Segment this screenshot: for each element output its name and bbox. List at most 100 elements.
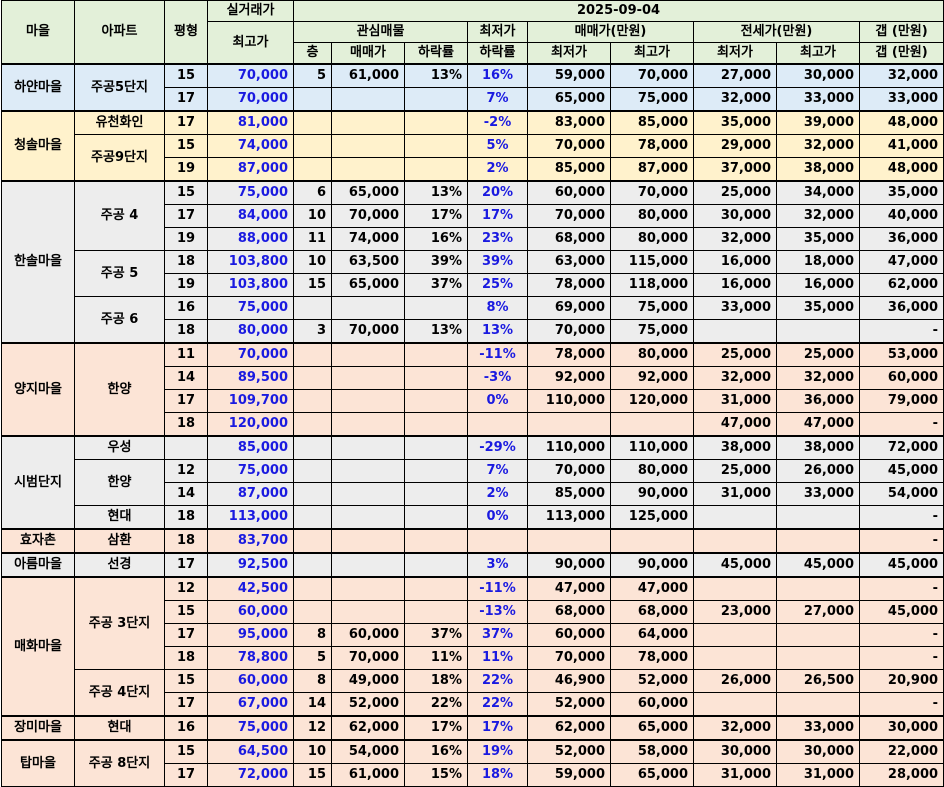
- cell-floor: [293, 157, 332, 182]
- cell-jeonse-min: [693, 692, 777, 717]
- header-gap: 갭 (만원): [858, 21, 944, 43]
- cell-drop-rate: 16%: [404, 227, 468, 251]
- cell-jeonse-max: 25,000: [776, 342, 860, 367]
- cell-floor: 15: [293, 763, 332, 787]
- cell-sale-max: 115,000: [610, 250, 694, 274]
- cell-actual-top: 78,800: [207, 646, 294, 670]
- cell-sale-min: 110,000: [527, 435, 611, 460]
- cell-sale-price: 54,000: [331, 739, 405, 764]
- cell-jeonse-min: 38,000: [693, 435, 777, 460]
- cell-pyeong: 19: [164, 273, 208, 297]
- cell-floor: [293, 552, 332, 578]
- table-row: 19 87,000 2% 85,000 87,000 37,000 38,000 48,000: [2, 157, 944, 182]
- table-row: 효자촌 삼환 18 83,700 -: [1, 528, 944, 554]
- cell-jeonse-max: 33,000: [776, 87, 860, 112]
- cell-lowest-drop: 17%: [467, 715, 528, 741]
- cell-apartment: 주공 3단지: [74, 576, 165, 670]
- table-row: 장미마을 현대 16 75,000 12 62,000 17% 17% 62,000 65,000…: [1, 715, 944, 741]
- header-sale-range: 매매가(만원): [527, 21, 694, 43]
- cell-drop-rate: 13%: [404, 63, 468, 88]
- cell-floor: 10: [293, 204, 332, 228]
- cell-sale-max: 52,000: [610, 669, 694, 693]
- cell-sale-price: [331, 459, 405, 483]
- cell-lowest-drop: 2%: [467, 482, 528, 506]
- cell-pyeong: 14: [164, 366, 208, 390]
- cell-apartment: 유천화인: [74, 110, 165, 135]
- cell-floor: [293, 459, 332, 483]
- cell-drop-rate: 37%: [404, 273, 468, 297]
- header-actual-sub: 최고가: [207, 21, 294, 65]
- table-row: 하얀마을 주공5단지 15 70,000 5 61,000 13% 16% 59,000 70,0…: [1, 63, 944, 112]
- cell-floor: [293, 366, 332, 390]
- header-gap-sub: 갭 (만원): [858, 42, 944, 65]
- cell-sale-max: 75,000: [610, 319, 694, 344]
- cell-gap: 36,000: [858, 296, 944, 320]
- cell-jeonse-max: 38,000: [776, 157, 860, 182]
- cell-pyeong: 15: [164, 134, 208, 158]
- cell-apartment: 현대: [74, 715, 165, 741]
- cell-gap: -: [858, 646, 944, 670]
- cell-actual-top: 64,500: [207, 739, 294, 764]
- cell-sale-min: 70,000: [527, 459, 611, 483]
- cell-sale-price: [331, 600, 405, 624]
- cell-drop-rate: [404, 87, 468, 112]
- cell-actual-top: 70,000: [207, 87, 294, 112]
- cell-sale-max: 90,000: [610, 482, 694, 506]
- cell-apartment: 주공 4: [74, 180, 165, 251]
- cell-floor: [293, 134, 332, 158]
- cell-jeonse-max: 35,000: [776, 227, 860, 251]
- cell-jeonse-min: 30,000: [693, 739, 777, 764]
- cell-lowest-drop: 37%: [467, 623, 528, 647]
- cell-jeonse-min: 25,000: [693, 180, 777, 205]
- cell-actual-top: 109,700: [207, 389, 294, 413]
- cell-lowest-drop: 5%: [467, 134, 528, 158]
- cell-jeonse-max: [776, 505, 860, 530]
- cell-apartment: 한양: [74, 342, 165, 437]
- table-row: 19 103,800 15 65,000 37% 25% 78,000 118,000 16,0…: [2, 273, 944, 297]
- table-row: 18 120,000 47,000 47,000-: [2, 412, 944, 437]
- cell-jeonse-max: 27,000: [776, 600, 860, 624]
- cell-lowest-drop: [467, 528, 528, 554]
- cell-sale-price: 61,000: [331, 63, 405, 88]
- cell-sale-min: 62,000: [527, 715, 611, 741]
- cell-actual-top: 70,000: [207, 63, 294, 88]
- cell-lowest-drop: 20%: [467, 180, 528, 205]
- cell-jeonse-min: 31,000: [693, 389, 777, 413]
- cell-sale-min: [527, 528, 611, 554]
- table-body: 하얀마을 주공5단지 15 70,000 5 61,000 13% 16% 59,000 70,0…: [1, 63, 944, 787]
- cell-sale-max: 90,000: [610, 552, 694, 578]
- cell-pyeong: 18: [164, 528, 208, 554]
- table-row: 한양 12 75,000 7% 70,000 80,000 25,000 26,000 45,0…: [2, 459, 944, 506]
- cell-sale-min: 70,000: [527, 134, 611, 158]
- header-floor: 층: [293, 42, 332, 65]
- cell-drop-rate: 17%: [404, 204, 468, 228]
- cell-sale-min: 70,000: [527, 204, 611, 228]
- cell-village: 양지마을: [1, 342, 75, 437]
- cell-actual-top: 103,800: [207, 250, 294, 274]
- cell-lowest-drop: 16%: [467, 63, 528, 88]
- cell-gap: 48,000: [858, 110, 944, 135]
- cell-floor: 14: [293, 692, 332, 717]
- table-row: 14 89,500 -3% 92,000 92,000 32,000 32,000 60,00…: [2, 366, 944, 390]
- cell-actual-top: 72,000: [207, 763, 294, 787]
- cell-lowest-drop: -2%: [467, 110, 528, 135]
- cell-apartment: 한양: [74, 459, 165, 506]
- cell-lowest-drop: 2%: [467, 157, 528, 182]
- table-row: 아름마을 선경 17 92,500 3% 90,000 90,000 45,000 45,000…: [1, 552, 944, 578]
- cell-sale-price: [331, 157, 405, 182]
- cell-pyeong: 17: [164, 763, 208, 787]
- cell-pyeong: 17: [164, 623, 208, 647]
- cell-lowest-drop: 8%: [467, 296, 528, 320]
- cell-sale-price: 63,500: [331, 250, 405, 274]
- cell-sale-max: 87,000: [610, 157, 694, 182]
- cell-sale-min: 110,000: [527, 389, 611, 413]
- cell-actual-top: 60,000: [207, 669, 294, 693]
- cell-jeonse-min: 27,000: [693, 63, 777, 88]
- cell-gap: 79,000: [858, 389, 944, 413]
- cell-gap: -: [858, 505, 944, 530]
- table-row: 시범단지 우성 85,000 -29% 110,000 110,000 38,000 38,0…: [1, 435, 944, 530]
- cell-gap: -: [858, 623, 944, 647]
- cell-sale-min: 92,000: [527, 366, 611, 390]
- cell-sale-max: 75,000: [610, 87, 694, 112]
